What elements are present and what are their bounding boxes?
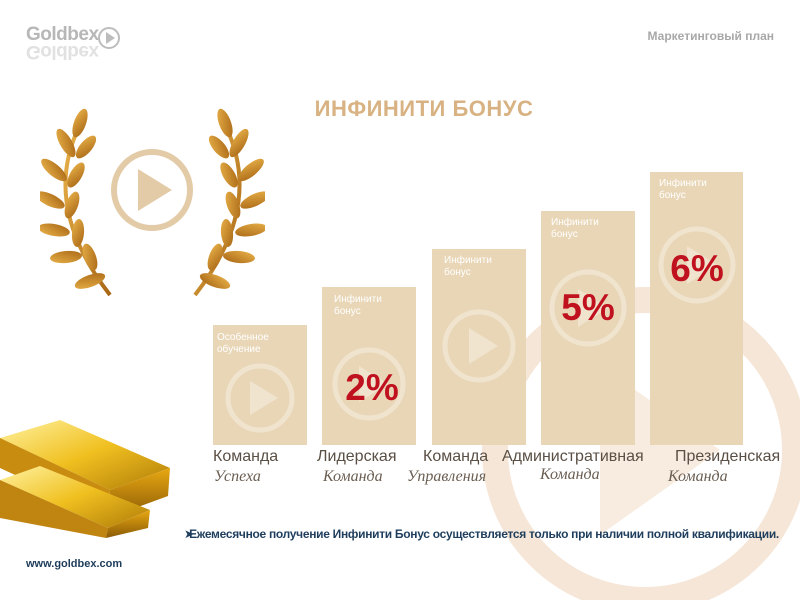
bar-label: Особенное обучение — [217, 332, 269, 355]
section-title: Маркетинговый план — [647, 29, 774, 43]
tier-label: Команда — [213, 448, 279, 465]
tier-label: Административная — [502, 448, 644, 465]
gold-bars-image — [0, 420, 170, 538]
chevron-right-icon: ➤ — [184, 527, 195, 541]
play-icon — [332, 347, 406, 421]
tier-sublabel: Команда — [668, 468, 728, 485]
percent-label: 2% — [345, 367, 399, 408]
tier-label: Команда — [423, 448, 489, 465]
tier-sublabel: Команда — [323, 468, 383, 485]
percent-label: 5% — [561, 287, 615, 328]
tier-sublabel: Команда — [540, 466, 600, 483]
qualification-note: Ежемесячное получение Инфинити Бонус осу… — [189, 527, 779, 541]
logo-play-icon — [98, 27, 120, 49]
bar-label: Инфинити бонус — [551, 217, 599, 240]
tier-label: Президенская — [675, 448, 781, 465]
logo: Goldbex — [26, 24, 99, 45]
laurel-wreath-icon — [40, 108, 265, 297]
play-icon — [549, 269, 627, 347]
play-icon — [442, 309, 516, 383]
step-bar-3: Инфинити бонус — [432, 249, 526, 445]
step-bar-4: Инфинити бонус 5% — [541, 211, 635, 445]
bar-label: Инфинити бонус — [334, 294, 382, 317]
bar-label: Инфинити бонус — [659, 178, 707, 201]
tier-sublabel: Успеха — [214, 468, 261, 485]
step-bar-2: Инфинити бонус 2% — [322, 287, 416, 445]
page-title: ИНФИНИТИ БОНУС — [314, 96, 534, 121]
website-link[interactable]: www.goldbex.com — [26, 558, 123, 570]
percent-label: 6% — [670, 248, 724, 289]
play-icon — [225, 363, 295, 433]
step-bar-5: Инфинити бонус 6% — [650, 172, 743, 445]
logo-play-triangle — [106, 32, 115, 44]
tier-sublabel: Управления — [407, 468, 487, 485]
bar-label: Инфинити бонус — [444, 255, 492, 278]
step-bar-1: Особенное обучение — [213, 325, 307, 445]
logo-reflection: Goldbex — [26, 41, 99, 62]
tier-label: Лидерская — [317, 448, 397, 465]
play-icon — [658, 226, 736, 304]
